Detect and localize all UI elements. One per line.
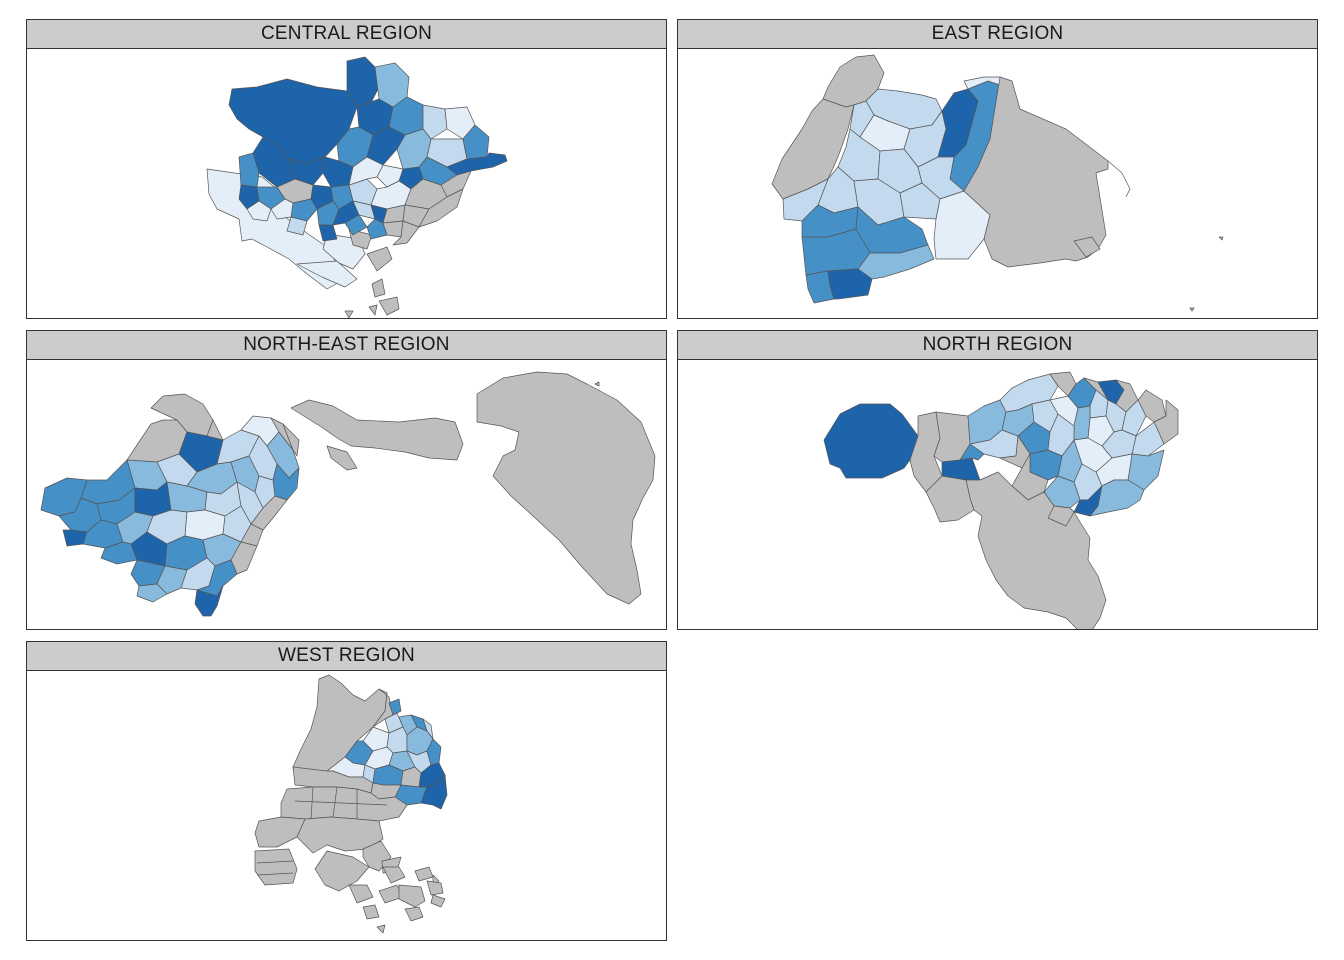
facet-panel-west: WEST REGION — [26, 641, 667, 941]
choropleth-map-west — [254, 674, 448, 934]
map-area — [376, 924, 386, 934]
map-area — [282, 423, 300, 457]
map-area — [246, 200, 272, 222]
map-area — [1047, 505, 1075, 527]
facet-panel-central: CENTRAL REGION — [26, 19, 667, 319]
map-area — [270, 198, 294, 220]
map-area — [254, 848, 298, 886]
map-area — [1218, 236, 1224, 241]
map-area — [286, 216, 308, 236]
map-area — [414, 866, 434, 882]
map-area — [999, 435, 1031, 469]
map-area — [426, 880, 444, 896]
map-area — [594, 381, 600, 387]
map-area — [346, 56, 380, 108]
facet-panel-north: NORTH REGION — [677, 330, 1318, 630]
map-area — [378, 296, 400, 316]
map-area — [1073, 236, 1101, 258]
district-boundary — [256, 872, 294, 876]
map-area — [292, 766, 374, 794]
map-area — [344, 310, 354, 318]
map-area — [368, 304, 378, 316]
map-area — [206, 419, 224, 441]
map-area — [318, 224, 338, 242]
map-area — [392, 220, 420, 246]
map-area — [827, 268, 873, 300]
map-area — [254, 816, 306, 848]
map-area — [426, 738, 442, 766]
map-area — [194, 585, 224, 617]
map-area — [963, 76, 1109, 268]
map-area — [296, 260, 358, 288]
map-area — [326, 445, 358, 471]
facet-strip-title: CENTRAL REGION — [27, 20, 666, 49]
map-area — [404, 906, 424, 922]
facet-strip-title: NORTH-EAST REGION — [27, 331, 666, 360]
map-area — [462, 124, 490, 160]
district-boundary — [332, 786, 338, 818]
choropleth-map-north-east — [40, 371, 656, 617]
map-area — [1189, 307, 1195, 312]
map-area — [382, 866, 406, 884]
district-boundary — [294, 800, 388, 806]
map-area — [925, 475, 975, 523]
map-area — [398, 884, 426, 908]
map-area — [366, 218, 388, 240]
map-area — [366, 246, 393, 272]
facet-strip-title: WEST REGION — [27, 642, 666, 671]
map-area — [823, 403, 919, 479]
map-area — [376, 164, 404, 188]
map-area — [238, 152, 260, 188]
map-area — [362, 904, 380, 920]
district-boundary — [256, 860, 294, 864]
map-area — [348, 884, 374, 904]
choropleth-map-north — [823, 371, 1179, 629]
choropleth-map-east — [771, 54, 1224, 312]
map-area — [388, 698, 402, 716]
coastline — [1107, 160, 1131, 198]
facet-panel-north-east: NORTH-EAST REGION — [26, 330, 667, 630]
district-boundary — [310, 786, 314, 820]
map-area — [314, 850, 370, 892]
map-area — [348, 156, 384, 186]
map-area — [476, 371, 656, 605]
map-area — [290, 399, 464, 461]
map-area — [396, 128, 432, 170]
map-area — [430, 894, 446, 908]
map-area — [420, 774, 448, 810]
choropleth-map-central — [206, 56, 508, 318]
map-area — [371, 278, 386, 298]
facet-strip-title: NORTH REGION — [678, 331, 1317, 360]
map-area — [422, 104, 448, 140]
map-area — [959, 443, 985, 461]
map-area — [136, 583, 168, 603]
map-area — [1089, 479, 1145, 517]
facet-panel-east: EAST REGION — [677, 19, 1318, 319]
facet-strip-title: EAST REGION — [678, 20, 1317, 49]
